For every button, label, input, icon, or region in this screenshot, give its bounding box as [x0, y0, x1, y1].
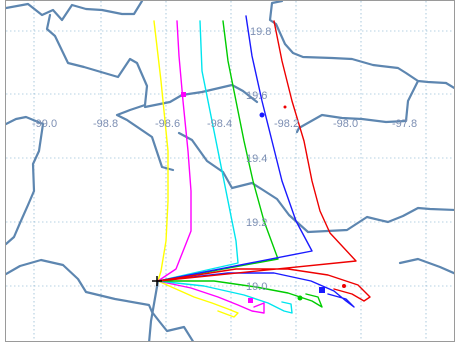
- trajectory-line-yellow: [153, 20, 239, 318]
- trajectory-map: -99.0 -98.8 -98.6 -98.4 -98.2 -98.0 -97.…: [6, 1, 454, 341]
- boundary-line: [143, 83, 259, 109]
- trajectory-markers: [181, 92, 346, 303]
- latitude-label: 19.8: [250, 26, 271, 38]
- longitude-label: -98.6: [155, 118, 180, 130]
- longitude-label: -98.8: [93, 118, 118, 130]
- trajectory-marker: [342, 284, 346, 288]
- latitude-label: 19.4: [246, 153, 267, 165]
- boundary-line: [398, 257, 454, 275]
- longitude-label: -98.0: [333, 118, 358, 130]
- trajectory-marker: [297, 295, 303, 301]
- boundary-line: [148, 279, 160, 341]
- map-panel[interactable]: -99.0 -98.8 -98.6 -98.4 -98.2 -98.0 -97.…: [5, 0, 455, 342]
- latitude-labels: 19.8 19.6 19.4 19.2 19.0: [246, 26, 271, 293]
- trajectory-marker: [319, 287, 325, 293]
- boundary-line: [177, 131, 454, 234]
- trajectory-marker: [181, 92, 186, 97]
- boundary-line: [6, 258, 195, 341]
- longitude-label: -99.0: [32, 118, 57, 130]
- longitude-label: -97.8: [392, 118, 417, 130]
- latitude-label: 19.6: [246, 90, 267, 102]
- plus-icon: [152, 276, 162, 286]
- boundary-line: [444, 81, 454, 90]
- trajectory-marker: [283, 105, 287, 109]
- boundary-line: [268, 1, 448, 85]
- boundary-line: [45, 13, 175, 172]
- boundary-line: [295, 79, 420, 134]
- graticule: [6, 1, 454, 341]
- trajectory-marker: [248, 298, 253, 303]
- boundary-line: [6, 115, 45, 246]
- trajectories: [153, 15, 371, 318]
- longitude-label: -98.2: [274, 118, 299, 130]
- longitude-labels: -99.0 -98.8 -98.6 -98.4 -98.2 -98.0 -97.…: [32, 118, 417, 130]
- latitude-label: 19.0: [246, 281, 267, 293]
- latitude-label: 19.2: [246, 217, 267, 229]
- trajectory-line-green: [157, 20, 323, 308]
- longitude-label: -98.4: [207, 118, 232, 130]
- boundary-line: [6, 1, 144, 22]
- trajectory-marker: [259, 112, 265, 118]
- state-boundaries: [6, 1, 454, 341]
